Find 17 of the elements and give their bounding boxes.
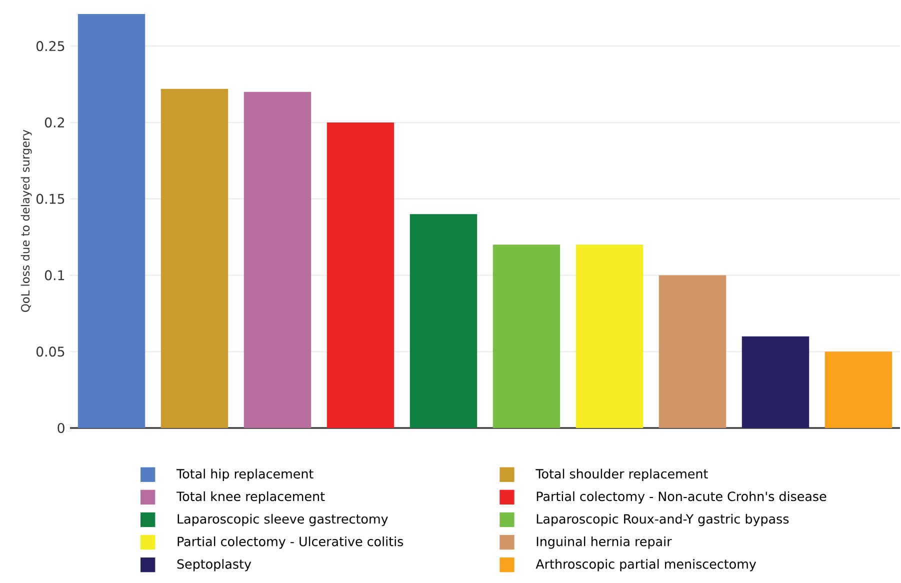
legend-label: Total hip replacement [176, 468, 314, 482]
legend-label: Laparoscopic sleeve gastrectomy [178, 514, 388, 526]
y-tick-label: 0.25 [36, 41, 64, 52]
legend-label: Partial colectomy - Non-acute Crohn's disease [536, 491, 826, 504]
legend-label: Total shoulder replacement [536, 468, 708, 482]
legend-label: Partial colectomy - Ulcerative colitis [178, 536, 404, 549]
y-tick-label: 0.1 [44, 270, 64, 280]
legend-label: Septoplasty [177, 559, 252, 572]
y-axis-title: QoL loss due to delayed surgery [20, 130, 32, 312]
y-tick-label: 0.15 [36, 194, 64, 204]
legend-label: Arthroscopic partial meniscectomy [536, 559, 756, 572]
legend-label: Inguinal hernia repair [536, 536, 672, 549]
legend-label: Laparoscopic Roux-and-Y gastric bypass [536, 514, 789, 526]
legend-label: Total knee replacement [176, 491, 325, 504]
y-tick-label: 0 [58, 422, 64, 434]
y-tick-label: 0.2 [44, 117, 64, 128]
y-tick-label: 0.05 [36, 346, 64, 357]
